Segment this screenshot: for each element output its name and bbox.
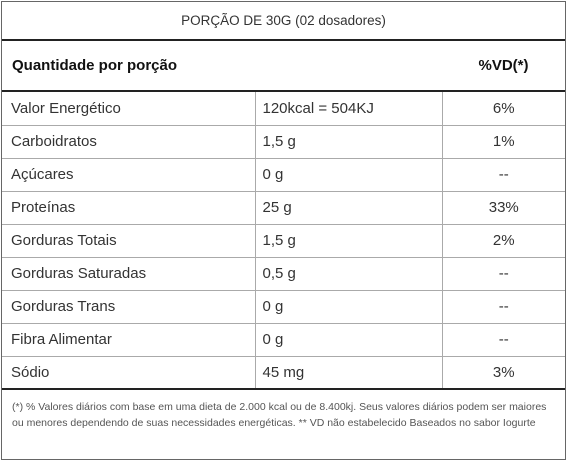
nutrient-daily-value: 3% bbox=[442, 356, 565, 390]
quantity-per-serving-label: Quantidade por porção bbox=[12, 57, 178, 74]
serving-size: PORÇÃO DE 30G (02 dosadores) bbox=[2, 2, 565, 41]
nutrient-name: Sódio bbox=[2, 356, 256, 390]
table-row: Gorduras Trans 0 g -- bbox=[2, 290, 565, 324]
nutrient-daily-value: 33% bbox=[442, 191, 565, 225]
nutrient-daily-value: 1% bbox=[442, 125, 565, 159]
nutrient-amount: 1,5 g bbox=[255, 125, 443, 159]
nutrient-amount: 0 g bbox=[255, 290, 443, 324]
nutrient-amount: 0 g bbox=[255, 323, 443, 357]
nutrient-amount: 0 g bbox=[255, 158, 443, 192]
nutrient-amount: 1,5 g bbox=[255, 224, 443, 258]
nutrient-name: Fibra Alimentar bbox=[2, 323, 256, 357]
nutrient-name: Carboidratos bbox=[2, 125, 256, 159]
nutrient-name: Valor Energético bbox=[2, 92, 256, 126]
footnote: (*) % Valores diários com base em uma di… bbox=[12, 401, 547, 429]
daily-value-header: %VD(*) bbox=[478, 57, 529, 74]
nutrient-name: Gorduras Saturadas bbox=[2, 257, 256, 291]
table-row: Proteínas 25 g 33% bbox=[2, 191, 565, 225]
table-row: Sódio 45 mg 3% bbox=[2, 356, 565, 390]
nutrient-daily-value: -- bbox=[442, 257, 565, 291]
nutrient-amount: 25 g bbox=[255, 191, 443, 225]
nutrient-name: Proteínas bbox=[2, 191, 256, 225]
nutrient-daily-value: -- bbox=[442, 290, 565, 324]
nutrient-name: Gorduras Totais bbox=[2, 224, 256, 258]
table-row: Gorduras Totais 1,5 g 2% bbox=[2, 224, 565, 258]
nutrient-daily-value: 6% bbox=[442, 92, 565, 126]
table-row: Valor Energético 120kcal = 504KJ 6% bbox=[2, 92, 565, 126]
nutrient-table: Valor Energético 120kcal = 504KJ 6% Carb… bbox=[2, 92, 565, 390]
nutrient-daily-value: 2% bbox=[442, 224, 565, 258]
nutrient-name: Gorduras Trans bbox=[2, 290, 256, 324]
nutrient-name: Açúcares bbox=[2, 158, 256, 192]
nutrient-amount: 120kcal = 504KJ bbox=[255, 92, 443, 126]
nutrient-daily-value: -- bbox=[442, 158, 565, 192]
nutrient-amount: 45 mg bbox=[255, 356, 443, 390]
table-row: Açúcares 0 g -- bbox=[2, 158, 565, 192]
table-row: Gorduras Saturadas 0,5 g -- bbox=[2, 257, 565, 291]
table-row: Fibra Alimentar 0 g -- bbox=[2, 323, 565, 357]
nutrient-daily-value: -- bbox=[442, 323, 565, 357]
nutrient-amount: 0,5 g bbox=[255, 257, 443, 291]
table-header: Quantidade por porção %VD(*) bbox=[2, 41, 565, 92]
table-row: Carboidratos 1,5 g 1% bbox=[2, 125, 565, 159]
